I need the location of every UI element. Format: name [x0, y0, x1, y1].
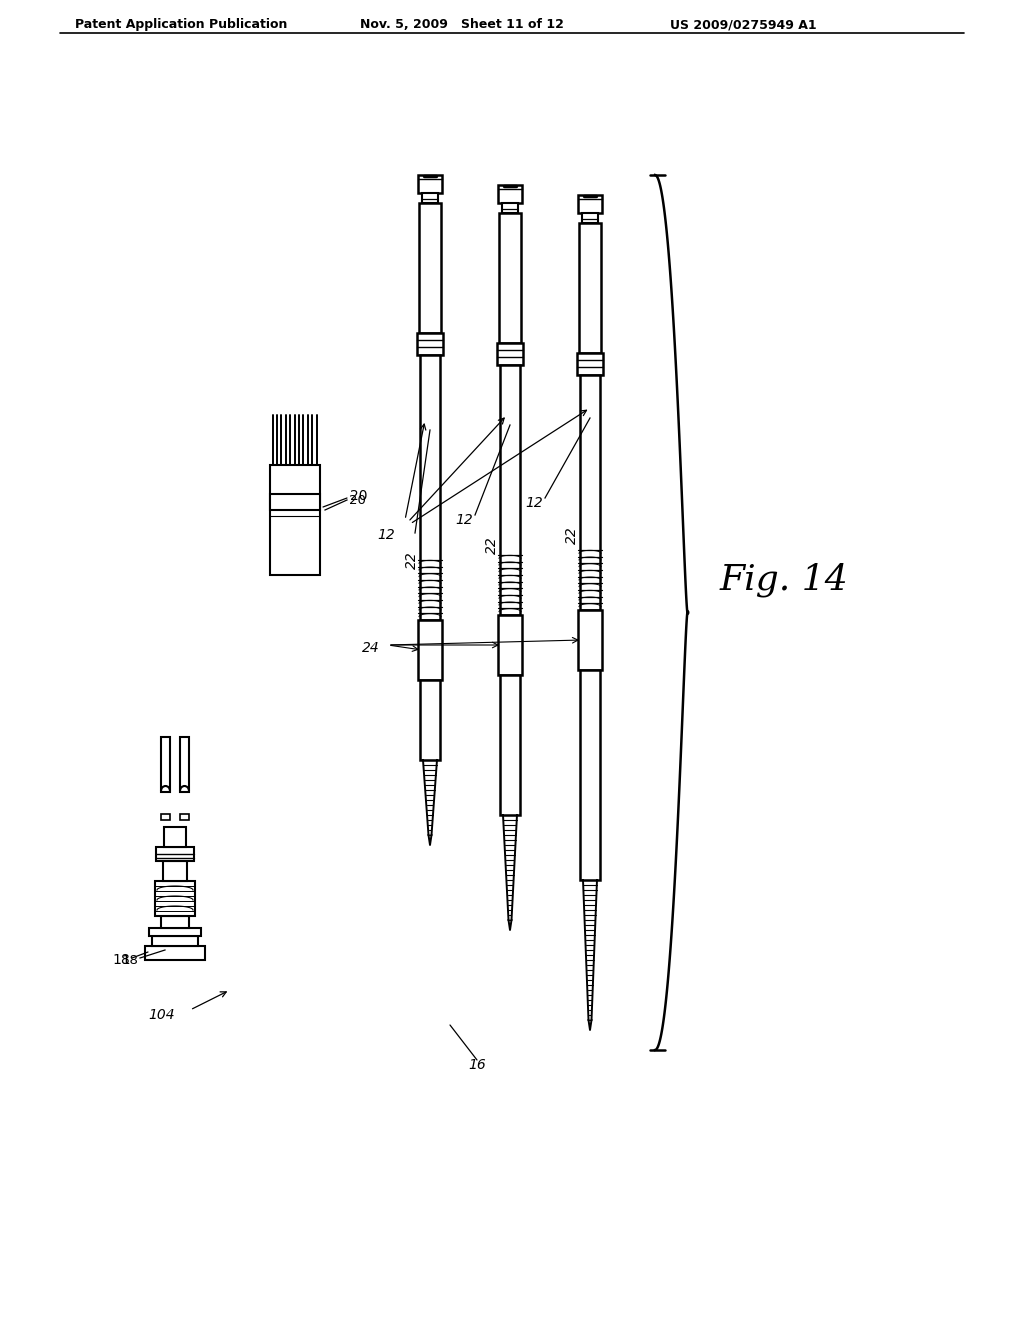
Text: 18: 18: [113, 953, 130, 968]
Text: 12: 12: [525, 496, 543, 510]
Text: 20: 20: [349, 494, 366, 507]
Bar: [417, 333, 443, 355]
Text: 16: 16: [468, 1059, 485, 1072]
Bar: [418, 620, 442, 680]
Text: 12: 12: [377, 528, 395, 543]
Text: 20: 20: [350, 488, 368, 503]
Bar: [498, 185, 522, 203]
Text: 12: 12: [456, 513, 473, 527]
Bar: [163, 861, 187, 880]
Bar: [156, 847, 194, 861]
Bar: [145, 946, 205, 960]
Text: 18: 18: [121, 953, 138, 966]
Bar: [498, 615, 522, 675]
Bar: [502, 203, 518, 213]
Text: 24: 24: [362, 642, 380, 655]
Bar: [270, 494, 319, 510]
Bar: [578, 195, 602, 213]
Bar: [164, 828, 186, 847]
Bar: [499, 213, 521, 343]
Bar: [161, 916, 189, 928]
Bar: [180, 737, 189, 792]
Text: Nov. 5, 2009   Sheet 11 of 12: Nov. 5, 2009 Sheet 11 of 12: [360, 18, 564, 30]
Bar: [418, 176, 442, 193]
Bar: [161, 814, 170, 820]
Bar: [270, 465, 319, 576]
Bar: [180, 814, 189, 820]
Text: Patent Application Publication: Patent Application Publication: [75, 18, 288, 30]
Bar: [500, 675, 520, 814]
Text: 22: 22: [565, 527, 579, 544]
Bar: [578, 610, 602, 671]
Text: 104: 104: [148, 1008, 175, 1022]
Bar: [420, 680, 440, 760]
Text: US 2009/0275949 A1: US 2009/0275949 A1: [670, 18, 816, 30]
Bar: [419, 203, 441, 333]
Text: Fig. 14: Fig. 14: [720, 562, 849, 597]
Bar: [161, 737, 170, 792]
Bar: [580, 671, 600, 880]
Bar: [152, 936, 198, 946]
Bar: [420, 355, 440, 620]
Bar: [497, 343, 523, 366]
Bar: [500, 366, 520, 615]
Bar: [580, 375, 600, 610]
Text: 22: 22: [485, 536, 499, 554]
Text: 22: 22: [406, 552, 419, 569]
Bar: [150, 928, 201, 936]
Bar: [579, 223, 601, 352]
Bar: [577, 352, 603, 375]
Bar: [155, 880, 195, 916]
Bar: [582, 213, 598, 223]
Bar: [422, 193, 438, 203]
